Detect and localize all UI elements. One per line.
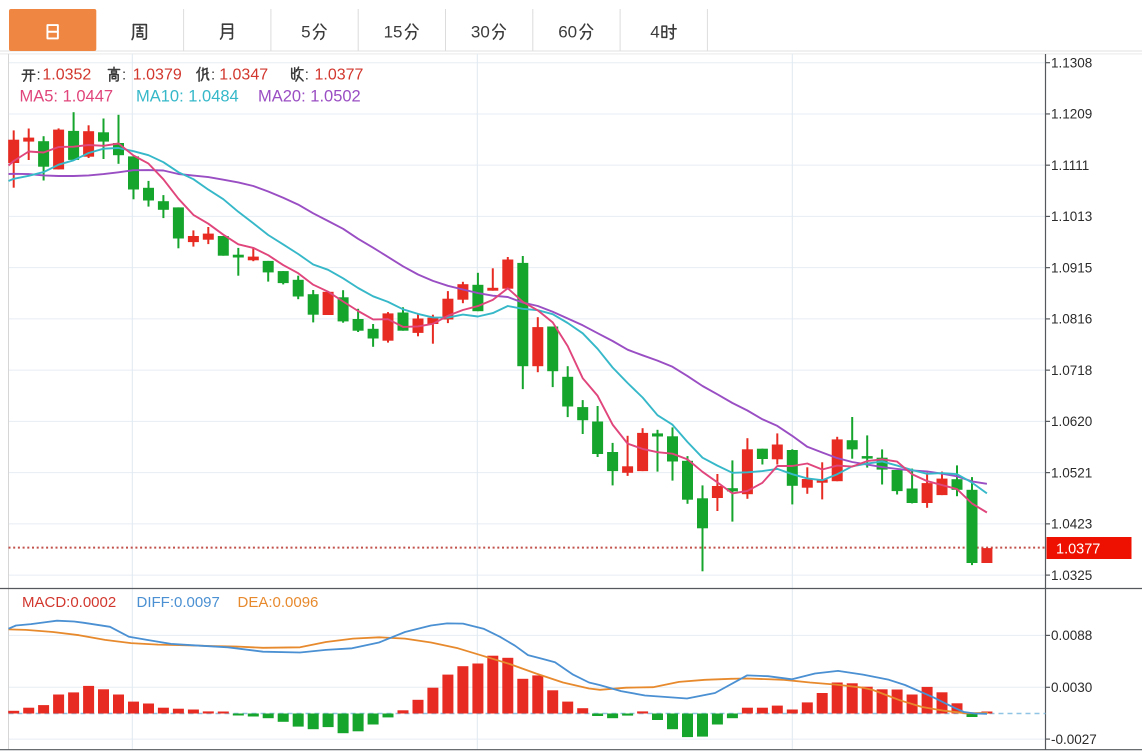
svg-text:MA5: 1.0447: MA5: 1.0447 <box>20 87 114 105</box>
svg-text:60: 60 <box>558 23 577 42</box>
svg-text:0.0088: 0.0088 <box>1051 628 1092 643</box>
svg-text:1.0377: 1.0377 <box>315 67 364 84</box>
svg-text:MACD:0.0002: MACD:0.0002 <box>22 594 116 611</box>
svg-text:4: 4 <box>650 23 659 42</box>
svg-text:-0.0027: -0.0027 <box>1051 732 1097 747</box>
svg-text:0.0030: 0.0030 <box>1051 680 1092 695</box>
svg-text:1.1111: 1.1111 <box>1051 158 1089 173</box>
svg-text:1.0915: 1.0915 <box>1051 261 1092 276</box>
svg-text:1.0620: 1.0620 <box>1051 414 1092 429</box>
svg-text:5: 5 <box>301 23 310 42</box>
svg-text:1.0352: 1.0352 <box>42 67 91 84</box>
svg-text:DEA:0.0096: DEA:0.0096 <box>238 594 319 611</box>
svg-text:1.0347: 1.0347 <box>219 67 268 84</box>
svg-text:1.1013: 1.1013 <box>1051 209 1092 224</box>
svg-text:MA20: 1.0502: MA20: 1.0502 <box>258 87 361 105</box>
svg-text:1.0718: 1.0718 <box>1051 363 1092 378</box>
svg-text:1.0423: 1.0423 <box>1051 517 1092 532</box>
svg-text::: : <box>211 67 215 84</box>
svg-text:1.0325: 1.0325 <box>1051 568 1092 583</box>
svg-text:1.0377: 1.0377 <box>1056 541 1100 557</box>
svg-text:15: 15 <box>384 23 403 42</box>
svg-text:1.1209: 1.1209 <box>1051 107 1092 122</box>
svg-text::: : <box>122 67 126 84</box>
svg-text::: : <box>305 67 309 84</box>
svg-text:1.0379: 1.0379 <box>133 67 182 84</box>
svg-text:1.1308: 1.1308 <box>1051 56 1092 71</box>
svg-text:30: 30 <box>471 23 490 42</box>
svg-text:1.0816: 1.0816 <box>1051 312 1092 327</box>
svg-text:DIFF:0.0097: DIFF:0.0097 <box>137 594 220 611</box>
svg-text:1.0521: 1.0521 <box>1051 465 1092 480</box>
svg-text::: : <box>37 67 41 84</box>
svg-text:MA10: 1.0484: MA10: 1.0484 <box>136 87 239 105</box>
